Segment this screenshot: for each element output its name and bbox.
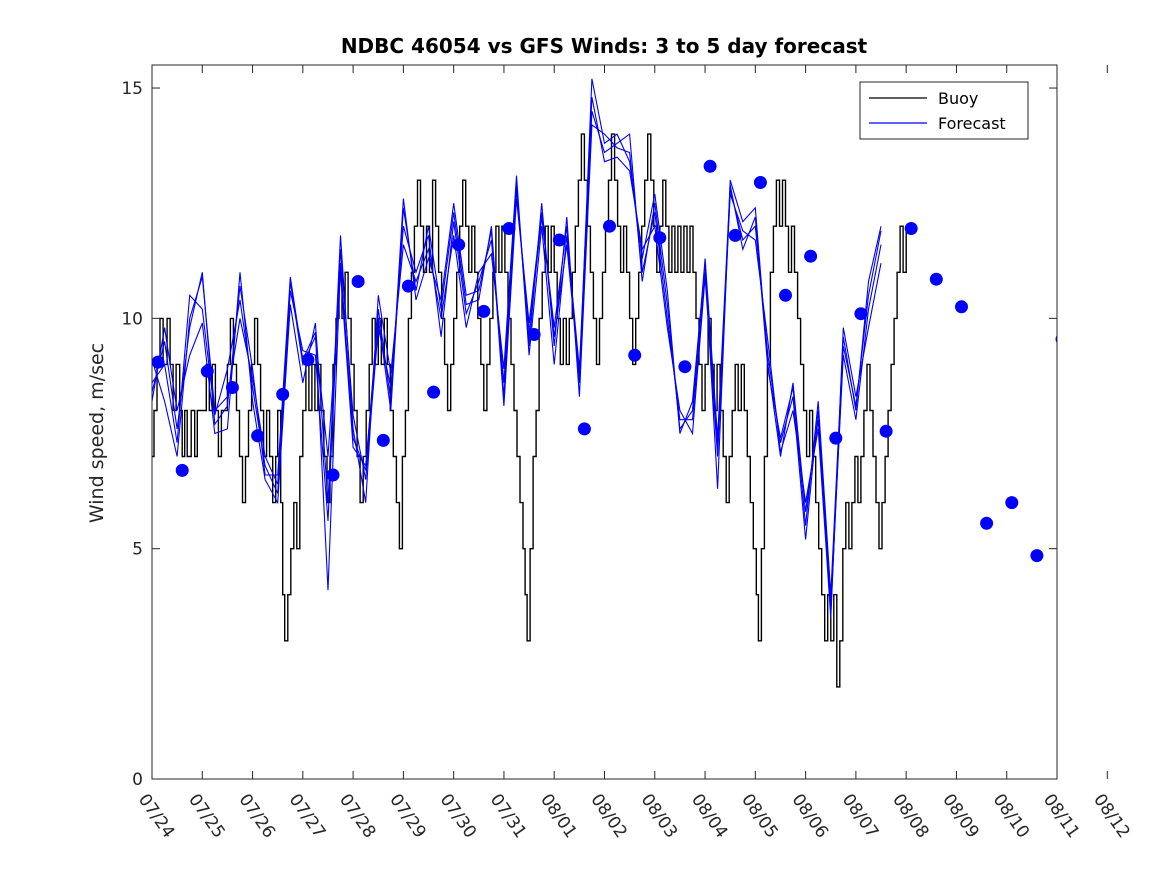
y-tick-label: 5 bbox=[132, 540, 143, 560]
forecast-point-8 bbox=[326, 468, 340, 482]
forecast-point-16 bbox=[527, 328, 541, 341]
forecast-point-1 bbox=[152, 355, 165, 369]
forecast-point-25 bbox=[753, 176, 767, 189]
forecast-point-28 bbox=[829, 431, 843, 445]
legend-box bbox=[859, 81, 1029, 140]
forecast-point-7 bbox=[301, 353, 315, 367]
forecast-point-4 bbox=[225, 381, 239, 394]
chart-title: NDBC 46054 vs GFS Winds: 3 to 5 day fore… bbox=[341, 34, 868, 58]
forecast-point-26 bbox=[779, 288, 792, 302]
forecast-point-11 bbox=[401, 279, 415, 293]
forecast-point-23 bbox=[703, 159, 717, 173]
forecast-point-13 bbox=[452, 238, 466, 252]
y-tick-label: 15 bbox=[121, 79, 143, 99]
y-axis-label: Wind speed, m/sec bbox=[86, 343, 108, 523]
forecast-point-2 bbox=[175, 463, 189, 477]
forecast-series-line-4 bbox=[152, 78, 882, 614]
legend-label-2: Forecast bbox=[938, 114, 1006, 133]
forecast-point-22 bbox=[678, 360, 692, 374]
forecast-point-3 bbox=[200, 364, 214, 378]
y-tick-label: 0 bbox=[132, 770, 143, 790]
forecast-point-36 bbox=[1030, 549, 1044, 563]
forecast-series-line-3 bbox=[152, 123, 882, 605]
forecast-point-32 bbox=[929, 272, 943, 286]
forecast-point-5 bbox=[251, 429, 265, 443]
forecast-point-27 bbox=[804, 249, 818, 263]
forecast-point-24 bbox=[728, 228, 742, 242]
forecast-point-15 bbox=[502, 222, 516, 235]
buoy-series-line bbox=[152, 133, 907, 688]
forecast-point-10 bbox=[376, 433, 390, 447]
forecast-point-35 bbox=[1005, 496, 1019, 510]
forecast-point-33 bbox=[955, 300, 968, 314]
forecast-point-30 bbox=[879, 424, 893, 438]
forecast-point-34 bbox=[980, 516, 994, 530]
forecast-point-18 bbox=[577, 422, 591, 436]
y-tick-label: 10 bbox=[121, 309, 143, 329]
forecast-point-19 bbox=[603, 219, 616, 233]
forecast-point-6 bbox=[276, 387, 290, 401]
forecast-point-17 bbox=[552, 233, 566, 247]
forecast-point-20 bbox=[628, 348, 642, 362]
forecast-point-21 bbox=[653, 231, 667, 245]
forecast-point-14 bbox=[477, 304, 491, 318]
forecast-point-29 bbox=[854, 307, 868, 321]
forecast-point-9 bbox=[351, 275, 365, 288]
forecast-point-31 bbox=[904, 222, 918, 235]
forecast-point-12 bbox=[427, 385, 441, 399]
legend-label-1: Buoy bbox=[938, 89, 978, 108]
